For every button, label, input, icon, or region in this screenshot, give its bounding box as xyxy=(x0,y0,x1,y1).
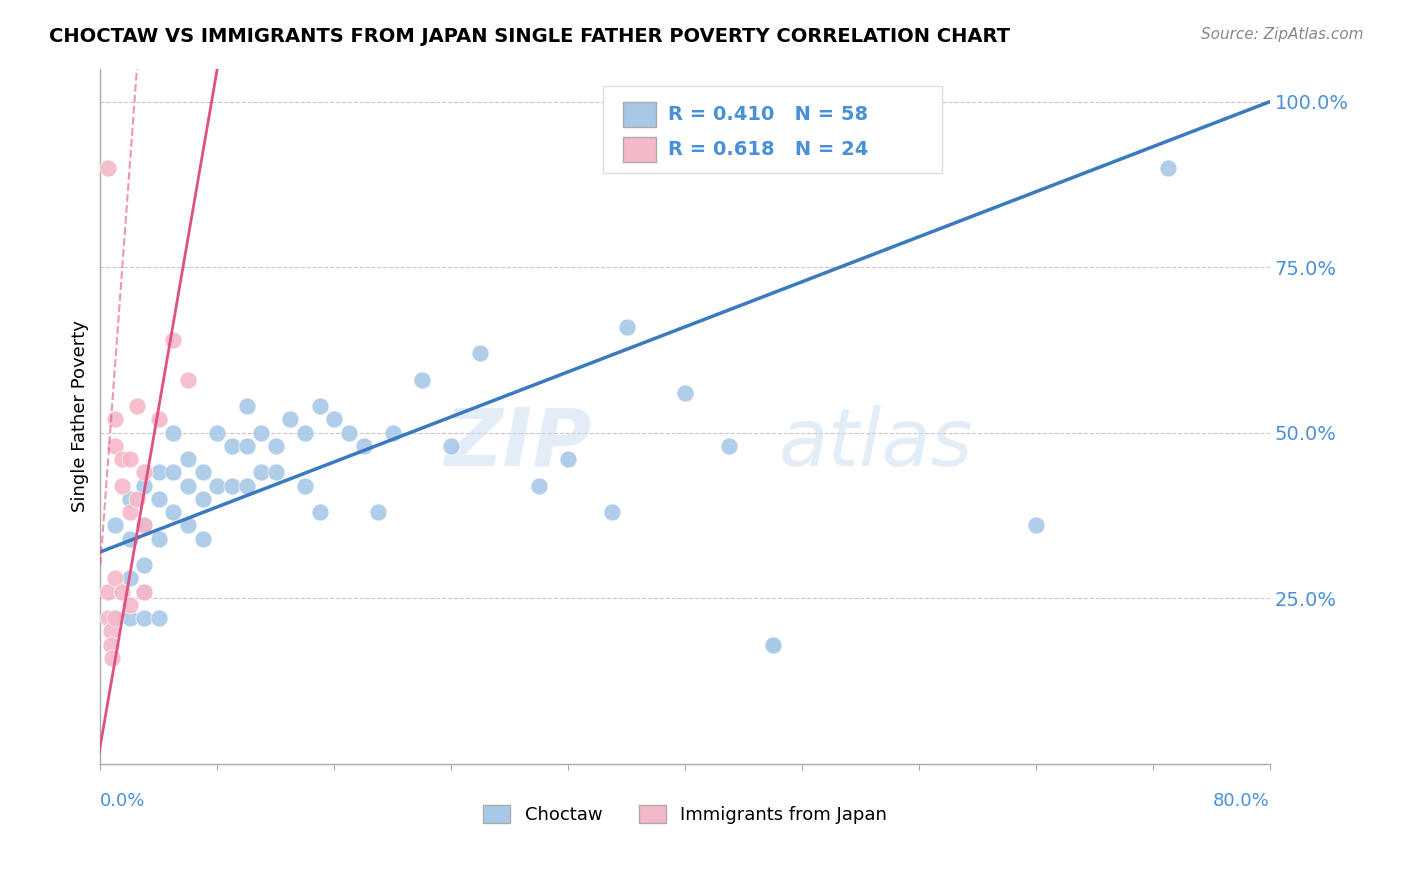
Point xyxy=(250,466,273,480)
Point xyxy=(221,439,243,453)
Point xyxy=(1025,518,1047,533)
Text: 80.0%: 80.0% xyxy=(1213,791,1270,810)
Point xyxy=(557,452,579,467)
Point xyxy=(381,425,404,440)
Point xyxy=(148,491,170,506)
Point xyxy=(177,479,200,493)
Point xyxy=(308,399,330,413)
Point xyxy=(207,479,229,493)
Point xyxy=(673,386,696,401)
Text: 0.0%: 0.0% xyxy=(100,791,146,810)
Point xyxy=(235,479,257,493)
Point xyxy=(134,518,156,533)
Point xyxy=(308,505,330,519)
Point xyxy=(411,373,433,387)
Point xyxy=(600,505,623,519)
Point xyxy=(353,439,375,453)
Point xyxy=(264,439,287,453)
Point xyxy=(148,611,170,625)
Point xyxy=(118,611,141,625)
Point xyxy=(111,479,134,493)
Text: Source: ZipAtlas.com: Source: ZipAtlas.com xyxy=(1201,27,1364,42)
FancyBboxPatch shape xyxy=(623,103,657,128)
Point xyxy=(235,439,257,453)
Point xyxy=(101,651,124,665)
Point xyxy=(470,346,492,360)
Point xyxy=(134,518,156,533)
Point xyxy=(280,412,302,426)
Point xyxy=(104,439,127,453)
Point xyxy=(337,425,360,440)
Point xyxy=(191,466,214,480)
Point xyxy=(148,412,170,426)
Text: R = 0.410   N = 58: R = 0.410 N = 58 xyxy=(668,105,868,125)
Point xyxy=(323,412,346,426)
Point xyxy=(221,479,243,493)
Y-axis label: Single Father Poverty: Single Father Poverty xyxy=(72,320,89,512)
Point xyxy=(718,439,741,453)
Point xyxy=(250,425,273,440)
Point xyxy=(616,319,638,334)
Point xyxy=(191,532,214,546)
Point xyxy=(191,491,214,506)
Point xyxy=(134,558,156,573)
Point xyxy=(100,638,122,652)
Point xyxy=(100,624,122,639)
Point xyxy=(118,491,141,506)
Point xyxy=(527,479,550,493)
Point xyxy=(264,466,287,480)
Point xyxy=(148,466,170,480)
FancyBboxPatch shape xyxy=(623,136,657,161)
Point xyxy=(118,505,141,519)
Point xyxy=(162,505,184,519)
Point xyxy=(125,399,148,413)
Point xyxy=(367,505,389,519)
Point xyxy=(134,584,156,599)
Point xyxy=(111,584,134,599)
Text: CHOCTAW VS IMMIGRANTS FROM JAPAN SINGLE FATHER POVERTY CORRELATION CHART: CHOCTAW VS IMMIGRANTS FROM JAPAN SINGLE … xyxy=(49,27,1010,45)
Point xyxy=(104,571,127,585)
Point xyxy=(118,598,141,612)
Point xyxy=(162,466,184,480)
Point xyxy=(134,479,156,493)
Point xyxy=(1156,161,1178,175)
Point xyxy=(111,452,134,467)
Point xyxy=(118,452,141,467)
Point xyxy=(97,161,120,175)
Point xyxy=(104,611,127,625)
Point xyxy=(134,466,156,480)
Point xyxy=(294,479,316,493)
Legend: Choctaw, Immigrants from Japan: Choctaw, Immigrants from Japan xyxy=(484,805,887,824)
Point xyxy=(104,412,127,426)
Point xyxy=(118,532,141,546)
Point xyxy=(762,638,785,652)
Point xyxy=(440,439,463,453)
Text: R = 0.618   N = 24: R = 0.618 N = 24 xyxy=(668,140,868,159)
Point xyxy=(294,425,316,440)
Text: ZIP: ZIP xyxy=(444,405,592,483)
Point xyxy=(97,584,120,599)
Point xyxy=(162,333,184,347)
Point xyxy=(97,611,120,625)
Point xyxy=(125,491,148,506)
Text: atlas: atlas xyxy=(779,405,973,483)
Point xyxy=(104,611,127,625)
Point xyxy=(207,425,229,440)
FancyBboxPatch shape xyxy=(603,86,942,173)
Point xyxy=(177,373,200,387)
Point xyxy=(235,399,257,413)
Point xyxy=(162,425,184,440)
Point xyxy=(177,518,200,533)
Point xyxy=(104,518,127,533)
Point xyxy=(134,611,156,625)
Point xyxy=(148,532,170,546)
Point xyxy=(134,584,156,599)
Point xyxy=(118,571,141,585)
Point xyxy=(177,452,200,467)
Point xyxy=(762,638,785,652)
